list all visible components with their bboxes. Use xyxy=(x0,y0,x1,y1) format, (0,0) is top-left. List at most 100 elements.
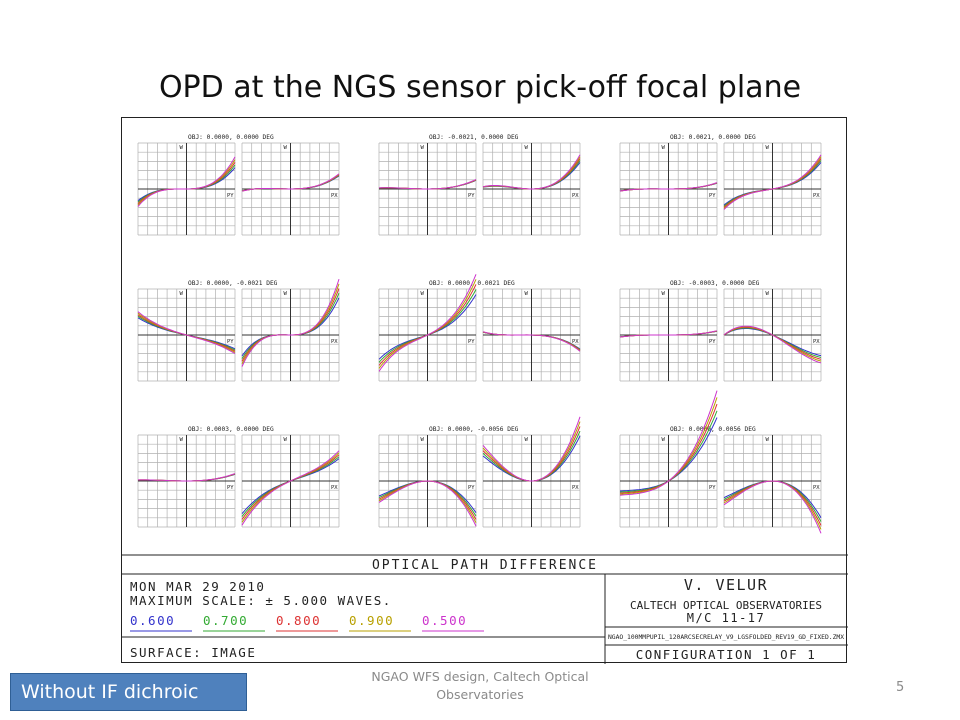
subplot-px-8: W PX xyxy=(723,434,822,534)
field-label-5: OBJ: -0.0003, 0.0000 DEG xyxy=(670,280,760,287)
page-number: 5 xyxy=(896,680,905,695)
field-panel-8: OBJ: 0.0000, 0.0056 DEG W PY W PX xyxy=(619,390,822,534)
field-panel-0: OBJ: 0.0000, 0.0000 DEG W PY W PX xyxy=(137,134,340,236)
axis-label-w: W xyxy=(284,291,288,297)
axis-label-py: PY xyxy=(227,339,234,345)
opd-curve-py-4 xyxy=(378,480,477,527)
field-label-6: OBJ: 0.0003, 0.0000 DEG xyxy=(188,426,274,433)
slide-title: OPD at the NGS sensor pick-off focal pla… xyxy=(158,70,802,105)
wavelength-label-2: 0.800 xyxy=(276,613,321,628)
figure-author: V. VELUR xyxy=(684,576,768,594)
opd-curve-py-4 xyxy=(619,390,718,496)
figure-config: CONFIGURATION 1 OF 1 xyxy=(636,647,817,662)
subplot-py-3: W PY xyxy=(137,288,236,382)
subplot-px-3: W PX xyxy=(241,278,340,382)
field-panel-7: OBJ: 0.0000, -0.0056 DEG W PY W PX xyxy=(378,416,581,528)
axis-label-px: PX xyxy=(813,339,820,345)
opd-curve-px-4 xyxy=(482,416,581,482)
figure-max-scale: MAXIMUM SCALE: ± 5.000 WAVES. xyxy=(130,593,392,608)
opd-curve-py-4 xyxy=(137,311,236,355)
axis-label-w: W xyxy=(766,437,770,443)
wavelength-legend: 0.600 0.700 0.800 0.900 0.500 xyxy=(130,613,484,632)
axis-label-w: W xyxy=(284,145,288,151)
axis-label-w: W xyxy=(180,291,184,297)
axis-label-px: PX xyxy=(331,339,338,345)
subplot-px-6: W PX xyxy=(241,434,340,528)
field-label-7: OBJ: 0.0000, -0.0056 DEG xyxy=(429,426,519,433)
axis-label-w: W xyxy=(766,145,770,151)
wavelength-label-0: 0.600 xyxy=(130,613,175,628)
field-label-8: OBJ: 0.0000, 0.0056 DEG xyxy=(670,426,756,433)
subplot-px-5: W PX xyxy=(723,288,822,382)
opd-curve-py-4 xyxy=(137,156,236,207)
axis-label-w: W xyxy=(662,291,666,297)
wavelength-label-4: 0.500 xyxy=(422,613,467,628)
axis-label-w: W xyxy=(662,437,666,443)
subplot-py-4: W PY xyxy=(378,274,477,382)
opd-curve-px-4 xyxy=(241,450,340,526)
figure-org: CALTECH OPTICAL OBSERVATORIES xyxy=(630,599,822,612)
axis-label-py: PY xyxy=(227,193,234,199)
caption-badge: Without IF dichroic xyxy=(10,673,247,711)
opd-plot-svg: OPTICAL PATH DIFFERENCE MON MAR 29 2010 … xyxy=(122,134,848,664)
opd-curve-px-4 xyxy=(723,154,822,210)
axis-label-py: PY xyxy=(468,339,475,345)
axis-label-py: PY xyxy=(709,485,716,491)
figure-date: MON MAR 29 2010 xyxy=(130,579,265,594)
opd-curve-px-4 xyxy=(723,325,822,364)
axis-label-w: W xyxy=(421,437,425,443)
field-panel-6: OBJ: 0.0003, 0.0000 DEG W PY W PX xyxy=(137,426,340,528)
axis-label-w: W xyxy=(662,145,666,151)
field-panel-2: OBJ: 0.0021, 0.0000 DEG W PY W PX xyxy=(619,134,822,236)
field-label-0: OBJ: 0.0000, 0.0000 DEG xyxy=(188,134,274,141)
axis-label-py: PY xyxy=(227,485,234,491)
field-label-1: OBJ: -0.0021, 0.0000 DEG xyxy=(429,134,519,141)
axis-label-px: PX xyxy=(331,485,338,491)
subplot-px-0: W PX xyxy=(241,142,340,236)
axis-label-py: PY xyxy=(709,339,716,345)
axis-label-px: PX xyxy=(572,193,579,199)
field-label-3: OBJ: 0.0000, -0.0021 DEG xyxy=(188,280,278,287)
axis-label-w: W xyxy=(180,437,184,443)
axis-label-w: W xyxy=(421,291,425,297)
subplot-py-1: W PY xyxy=(378,142,477,236)
field-panel-1: OBJ: -0.0021, 0.0000 DEG W PY W PX xyxy=(378,134,581,236)
figure-header: OPTICAL PATH DIFFERENCE xyxy=(372,558,598,573)
subplot-py-5: W PY xyxy=(619,288,718,382)
opd-curve-px-4 xyxy=(241,173,340,192)
subplot-py-6: W PY xyxy=(137,434,236,528)
axis-label-px: PX xyxy=(813,193,820,199)
axis-label-w: W xyxy=(525,437,529,443)
axis-label-px: PX xyxy=(813,485,820,491)
subplot-py-2: W PY xyxy=(619,142,718,236)
subplot-py-0: W PY xyxy=(137,142,236,236)
subplot-py-7: W PY xyxy=(378,434,477,528)
wavelength-label-1: 0.700 xyxy=(203,613,248,628)
axis-label-py: PY xyxy=(468,193,475,199)
subplot-py-8: W PY xyxy=(619,390,718,528)
opd-curve-px-4 xyxy=(241,278,340,367)
axis-label-px: PX xyxy=(331,193,338,199)
axis-label-w: W xyxy=(180,145,184,151)
opd-curve-py-4 xyxy=(619,330,718,338)
figure-surface: SURFACE: IMAGE xyxy=(130,645,256,660)
opd-curve-py-4 xyxy=(378,178,477,190)
wavelength-label-3: 0.900 xyxy=(349,613,394,628)
axis-label-w: W xyxy=(284,437,288,443)
axis-label-w: W xyxy=(525,145,529,151)
axis-label-py: PY xyxy=(709,193,716,199)
axis-label-w: W xyxy=(421,145,425,151)
figure-mc: M/C 11-17 xyxy=(687,611,766,625)
opd-curve-px-4 xyxy=(482,154,581,190)
axis-label-py: PY xyxy=(468,485,475,491)
opd-curve-py-4 xyxy=(138,473,236,482)
subplot-px-2: W PX xyxy=(723,142,822,236)
footer-text: NGAO WFS design, Caltech Optical Observa… xyxy=(371,669,589,702)
opd-curve-py-4 xyxy=(378,274,477,372)
subplot-px-4: W PX xyxy=(482,288,581,382)
subplot-px-7: W PX xyxy=(482,416,581,528)
axis-label-w: W xyxy=(766,291,770,297)
field-panel-3: OBJ: 0.0000, -0.0021 DEG W PY W PX xyxy=(137,278,340,382)
